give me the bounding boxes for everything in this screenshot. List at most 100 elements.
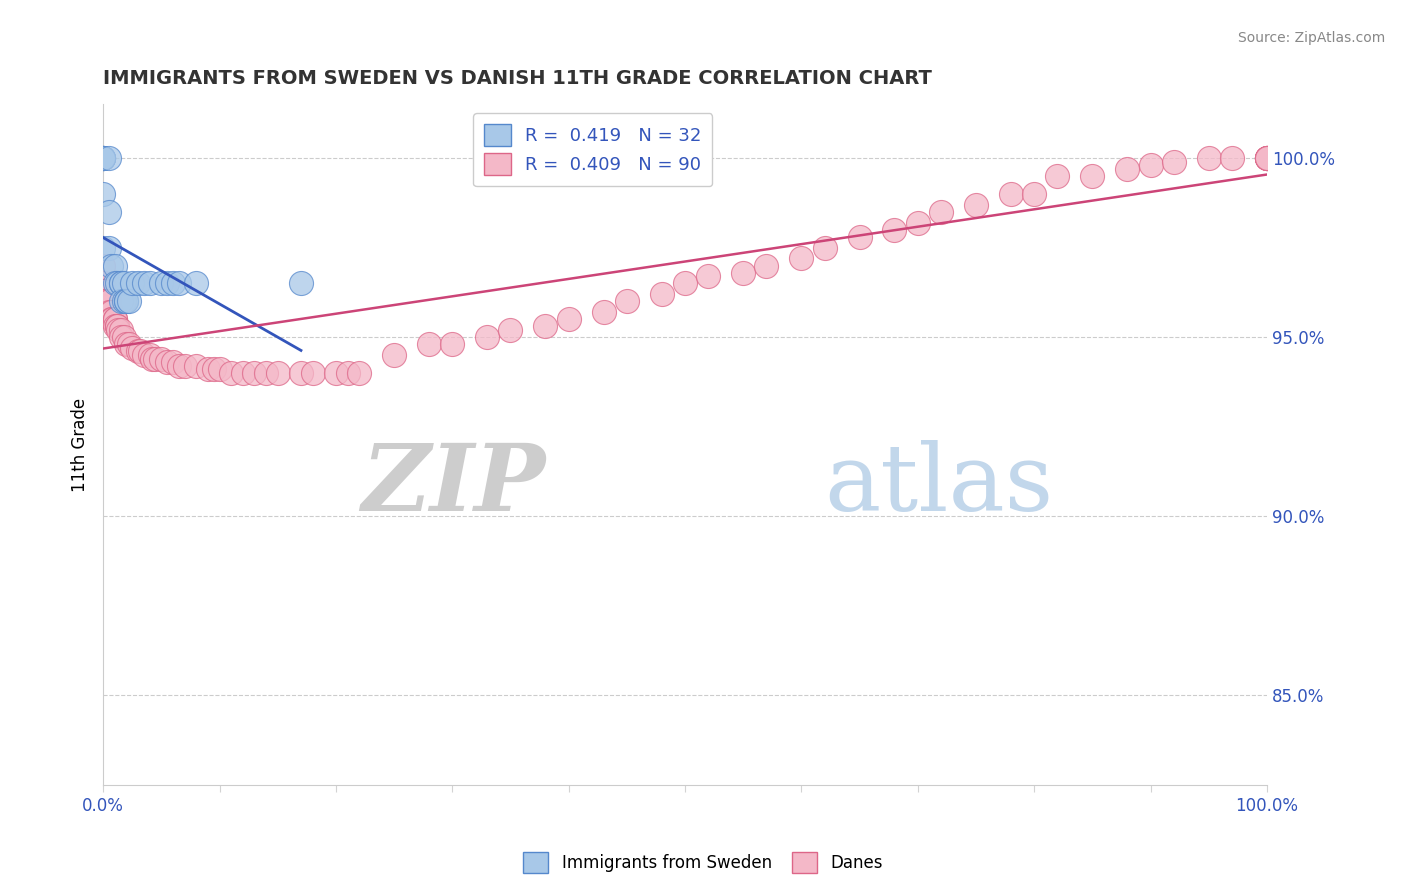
Point bbox=[167, 277, 190, 291]
Point bbox=[97, 294, 120, 309]
Point bbox=[110, 277, 132, 291]
Point bbox=[883, 223, 905, 237]
Point bbox=[118, 294, 141, 309]
Point bbox=[325, 366, 347, 380]
Point bbox=[382, 348, 405, 362]
Point bbox=[186, 359, 208, 373]
Point bbox=[592, 305, 614, 319]
Point bbox=[173, 359, 195, 373]
Point bbox=[121, 341, 143, 355]
Point bbox=[91, 151, 114, 165]
Point bbox=[110, 294, 132, 309]
Point bbox=[1116, 161, 1139, 176]
Point bbox=[97, 305, 120, 319]
Point bbox=[1024, 186, 1046, 201]
Point bbox=[91, 186, 114, 201]
Point bbox=[499, 323, 522, 337]
Point bbox=[91, 151, 114, 165]
Point bbox=[97, 294, 120, 309]
Legend: Immigrants from Sweden, Danes: Immigrants from Sweden, Danes bbox=[516, 846, 890, 880]
Point bbox=[755, 259, 778, 273]
Point bbox=[616, 294, 638, 309]
Point bbox=[156, 277, 179, 291]
Point bbox=[138, 348, 160, 362]
Point bbox=[110, 277, 132, 291]
Point bbox=[127, 344, 149, 359]
Text: atlas: atlas bbox=[825, 441, 1054, 531]
Point bbox=[1256, 151, 1278, 165]
Point bbox=[1198, 151, 1220, 165]
Point bbox=[115, 294, 138, 309]
Point bbox=[112, 277, 135, 291]
Text: Source: ZipAtlas.com: Source: ZipAtlas.com bbox=[1237, 31, 1385, 45]
Point bbox=[929, 204, 952, 219]
Point bbox=[112, 330, 135, 344]
Point bbox=[651, 287, 673, 301]
Point bbox=[91, 259, 114, 273]
Point bbox=[129, 344, 152, 359]
Point bbox=[336, 366, 359, 380]
Point bbox=[965, 197, 987, 211]
Point bbox=[1163, 154, 1185, 169]
Point bbox=[534, 319, 557, 334]
Point bbox=[132, 277, 155, 291]
Point bbox=[1256, 151, 1278, 165]
Point bbox=[290, 277, 312, 291]
Point bbox=[104, 277, 127, 291]
Point bbox=[202, 362, 225, 376]
Point bbox=[104, 312, 127, 326]
Point bbox=[1256, 151, 1278, 165]
Point bbox=[91, 284, 114, 298]
Legend: R =  0.419   N = 32, R =  0.409   N = 90: R = 0.419 N = 32, R = 0.409 N = 90 bbox=[472, 113, 713, 186]
Point bbox=[197, 362, 219, 376]
Point bbox=[105, 319, 128, 334]
Point bbox=[110, 330, 132, 344]
Point bbox=[91, 151, 114, 165]
Point bbox=[475, 330, 498, 344]
Point bbox=[1220, 151, 1243, 165]
Point bbox=[848, 230, 870, 244]
Point bbox=[91, 294, 114, 309]
Point bbox=[290, 366, 312, 380]
Point bbox=[91, 151, 114, 165]
Point bbox=[1000, 186, 1022, 201]
Point bbox=[150, 277, 173, 291]
Point bbox=[91, 241, 114, 255]
Point bbox=[733, 266, 755, 280]
Point bbox=[208, 362, 231, 376]
Point bbox=[112, 294, 135, 309]
Point bbox=[697, 269, 720, 284]
Point bbox=[91, 277, 114, 291]
Point bbox=[790, 252, 813, 266]
Point bbox=[186, 277, 208, 291]
Point bbox=[1139, 158, 1161, 172]
Text: ZIP: ZIP bbox=[361, 441, 546, 531]
Point bbox=[121, 277, 143, 291]
Point bbox=[105, 277, 128, 291]
Point bbox=[441, 337, 464, 351]
Point bbox=[91, 294, 114, 309]
Point bbox=[110, 323, 132, 337]
Point bbox=[97, 204, 120, 219]
Point bbox=[104, 259, 127, 273]
Point bbox=[104, 319, 127, 334]
Point bbox=[1256, 151, 1278, 165]
Point bbox=[1081, 169, 1104, 183]
Point bbox=[100, 259, 122, 273]
Point bbox=[101, 312, 124, 326]
Point bbox=[105, 319, 128, 334]
Point bbox=[141, 351, 163, 366]
Point bbox=[1046, 169, 1069, 183]
Point bbox=[1256, 151, 1278, 165]
Point bbox=[254, 366, 277, 380]
Point bbox=[91, 277, 114, 291]
Text: IMMIGRANTS FROM SWEDEN VS DANISH 11TH GRADE CORRELATION CHART: IMMIGRANTS FROM SWEDEN VS DANISH 11TH GR… bbox=[103, 69, 932, 87]
Point bbox=[150, 351, 173, 366]
Point bbox=[100, 312, 122, 326]
Point bbox=[115, 294, 138, 309]
Point bbox=[91, 151, 114, 165]
Point bbox=[1256, 151, 1278, 165]
Point bbox=[91, 284, 114, 298]
Point bbox=[219, 366, 242, 380]
Point bbox=[162, 277, 184, 291]
